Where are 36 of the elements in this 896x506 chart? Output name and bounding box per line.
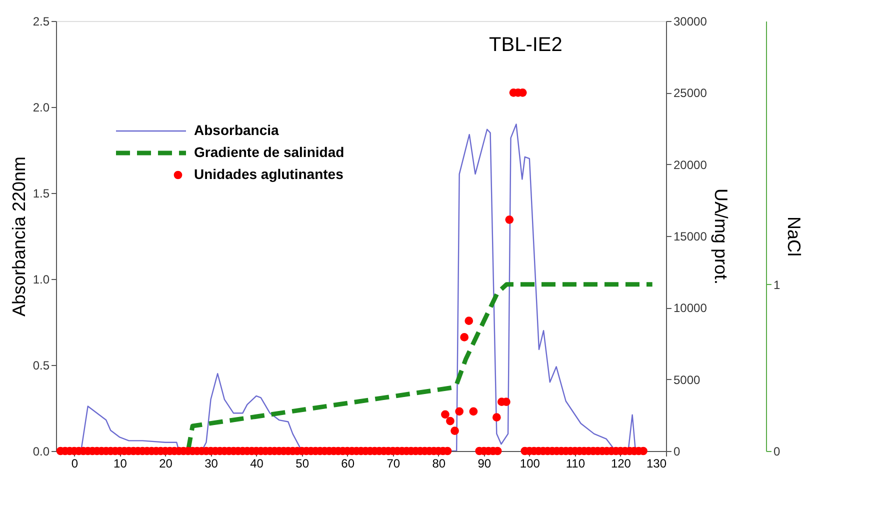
y-tick-label: 0.0 xyxy=(32,444,50,458)
y-tick-label: 1.5 xyxy=(32,186,50,200)
x-tick-label: 90 xyxy=(478,456,492,470)
x-tick-label: 50 xyxy=(296,456,310,470)
y2-tick-label: 15000 xyxy=(674,230,708,244)
y-tick-label: 2.0 xyxy=(32,100,50,114)
y2-tick-label: 30000 xyxy=(674,14,708,28)
y3-tick-label: 0 xyxy=(774,444,780,458)
annotation: TBL-IE2 xyxy=(489,34,562,56)
y2-axis-title: UA/mg prot. xyxy=(710,188,731,285)
x-tick-label: 20 xyxy=(159,456,173,470)
x-tick-label: 0 xyxy=(71,456,78,470)
x-tick-label: 70 xyxy=(386,456,400,470)
y2-tick-label: 20000 xyxy=(674,158,708,172)
y2-tick-label: 25000 xyxy=(674,86,708,100)
legend-label: Unidades aglutinantes xyxy=(194,166,344,182)
y3-tick-label: 1 xyxy=(774,278,780,292)
x-tick-label: 40 xyxy=(250,456,264,470)
y-tick-label: 1.0 xyxy=(32,272,50,286)
y2-tick-label: 10000 xyxy=(674,301,708,316)
x-tick-label: 10 xyxy=(114,456,128,470)
y2-tick-label: 0 xyxy=(674,444,680,458)
x-tick-label: 80 xyxy=(432,456,446,470)
y-tick-label: 0.5 xyxy=(32,358,50,372)
y-axis-title: Absorbancia 220nm xyxy=(8,156,29,317)
y3-axis-title: NaCl xyxy=(784,216,804,257)
x-tick-label: 120 xyxy=(610,456,632,470)
x-tick-label: 30 xyxy=(204,456,218,470)
x-tick-label: 60 xyxy=(341,456,355,470)
x-tick-label: 130 xyxy=(646,456,667,470)
y-tick-label: 2.5 xyxy=(32,14,50,28)
x-tick-label: 110 xyxy=(566,456,586,470)
y2-tick-label: 5000 xyxy=(674,372,701,387)
legend-label: Gradiente de salinidad xyxy=(194,144,344,160)
legend-label: Absorbancia xyxy=(194,122,280,138)
x-tick-label: 100 xyxy=(520,456,540,470)
